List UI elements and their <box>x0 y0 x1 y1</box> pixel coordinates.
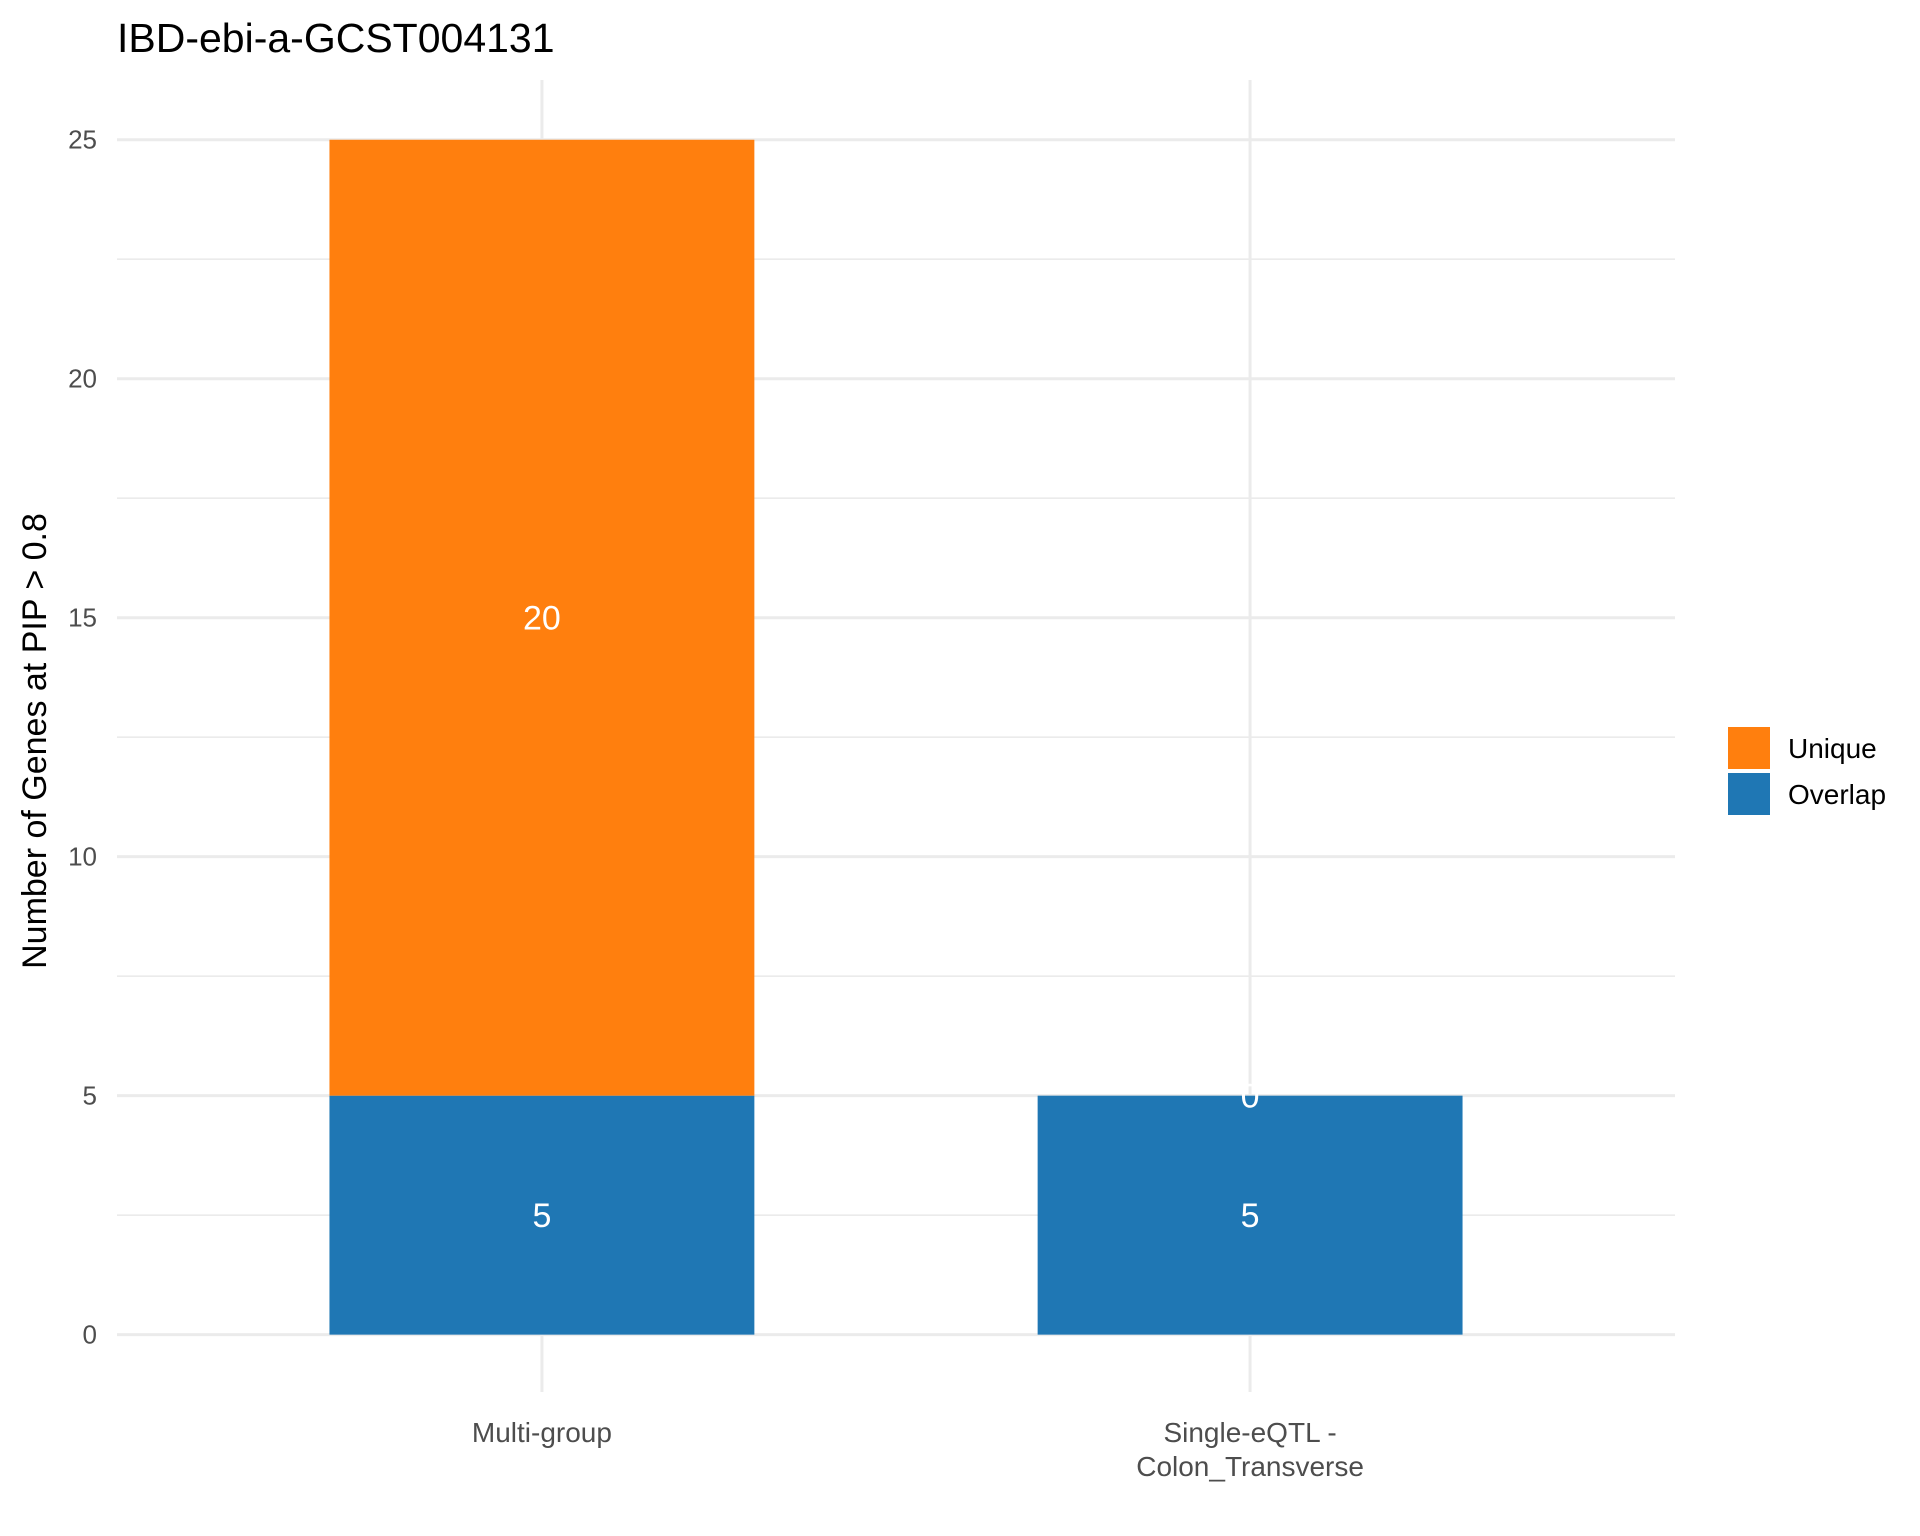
y-tick-label: 10 <box>68 842 97 872</box>
x-tick-label: Multi-group <box>472 1417 612 1448</box>
data-label-unique-1: 0 <box>1241 1078 1260 1116</box>
legend-label-overlap: Overlap <box>1788 779 1886 810</box>
data-label-overlap-1: 5 <box>1241 1197 1260 1235</box>
bar-unique-0 <box>329 139 755 1096</box>
bars <box>329 139 1463 1335</box>
bar-overlap-1 <box>1037 1095 1463 1335</box>
data-label-unique-0: 20 <box>523 600 561 638</box>
y-tick-label: 5 <box>83 1081 97 1111</box>
y-tick-label: 20 <box>68 364 97 394</box>
bar-overlap-0 <box>329 1095 755 1335</box>
x-axis-ticks: Multi-group Single-eQTL -Colon_Transverse <box>472 1417 1364 1482</box>
legend-label-unique: Unique <box>1788 733 1877 764</box>
legend-swatch-unique <box>1728 727 1770 769</box>
y-axis-ticks: 0 5 10 15 20 25 <box>68 125 97 1350</box>
data-label-overlap-0: 5 <box>532 1197 551 1235</box>
chart-title: IBD-ebi-a-GCST004131 <box>117 15 555 61</box>
y-tick-label: 0 <box>83 1320 97 1350</box>
legend: Unique Overlap <box>1728 727 1886 815</box>
x-tick-label: Single-eQTL -Colon_Transverse <box>1136 1417 1364 1482</box>
y-tick-label: 15 <box>68 603 97 633</box>
y-tick-label: 25 <box>68 125 97 155</box>
bar-labels: 5 20 5 0 <box>523 600 1260 1235</box>
y-axis-label: Number of Genes at PIP > 0.8 <box>16 513 54 969</box>
legend-swatch-overlap <box>1728 773 1770 815</box>
